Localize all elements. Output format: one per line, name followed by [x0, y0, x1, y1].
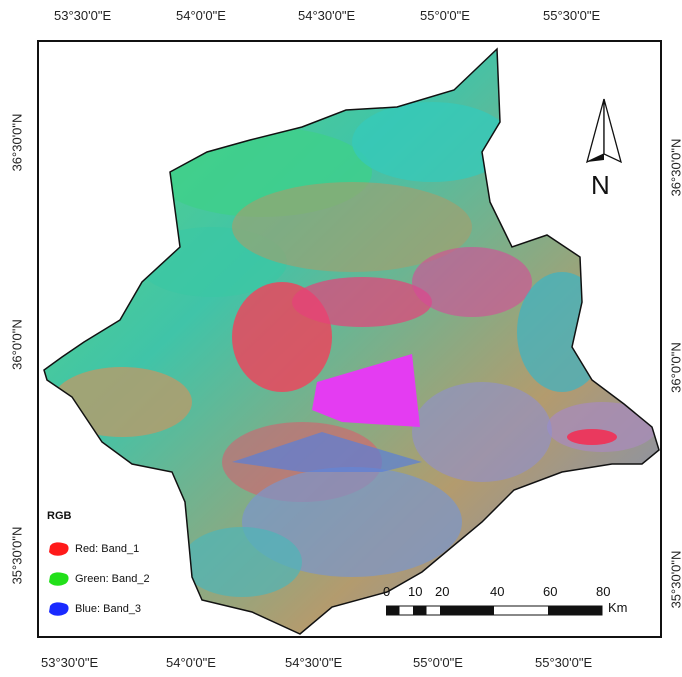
left-lat-label-1: 36°30'0"N	[9, 113, 25, 172]
legend-title: RGB	[47, 510, 72, 522]
bottom-lon-label-2: 54°0'0"E	[166, 655, 216, 670]
bottom-lon-label-3: 54°30'0"E	[285, 655, 343, 670]
study-area-boundary	[43, 47, 660, 635]
left-lat-label-3: 35°30'0"N	[9, 526, 25, 585]
bottom-lon-label-4: 55°0'0"E	[413, 655, 463, 670]
scale-label-40: 40	[490, 584, 505, 599]
left-lat-label-2: 36°0'0"N	[9, 319, 25, 370]
red-swatch-icon	[49, 542, 69, 556]
scale-unit: Km	[608, 600, 628, 615]
top-lon-label-5: 55°30'0"E	[543, 8, 601, 23]
bottom-lon-label-5: 55°30'0"E	[535, 655, 593, 670]
scale-label-10: 10	[408, 584, 423, 599]
legend-item-green: Green: Band_2	[47, 570, 207, 590]
right-lat-label-3: 35°30'0"N	[668, 550, 682, 609]
scale-bar-graphic	[386, 605, 603, 616]
map-frame[interactable]: N	[37, 40, 662, 638]
bottom-lon-label-1: 53°30'0"E	[41, 655, 99, 670]
blue-swatch-icon	[49, 602, 69, 616]
legend-label-red: Red: Band_1	[75, 543, 140, 555]
scale-label-0: 0	[383, 584, 391, 599]
scale-label-80: 80	[596, 584, 611, 599]
legend-label-green: Green: Band_2	[75, 573, 150, 585]
top-lon-label-2: 54°0'0"E	[176, 8, 226, 23]
top-lon-label-3: 54°30'0"E	[298, 8, 356, 23]
north-arrow-icon	[586, 98, 622, 164]
scale-label-20: 20	[435, 584, 450, 599]
top-lon-label-1: 53°30'0"E	[54, 8, 112, 23]
top-lon-label-4: 55°0'0"E	[420, 8, 470, 23]
map-canvas[interactable]	[39, 42, 660, 636]
legend-label-blue: Blue: Band_3	[75, 603, 142, 615]
scale-label-60: 60	[543, 584, 558, 599]
north-arrow-label: N	[591, 170, 610, 200]
legend-item-red: Red: Band_1	[47, 540, 207, 560]
green-swatch-icon	[49, 572, 69, 586]
legend-item-blue: Blue: Band_3	[47, 600, 207, 620]
right-lat-label-2: 36°0'0"N	[668, 342, 682, 393]
scale-bar: 0 10 20 40 60 80 Km	[380, 584, 640, 624]
right-lat-label-1: 36°30'0"N	[668, 138, 682, 197]
